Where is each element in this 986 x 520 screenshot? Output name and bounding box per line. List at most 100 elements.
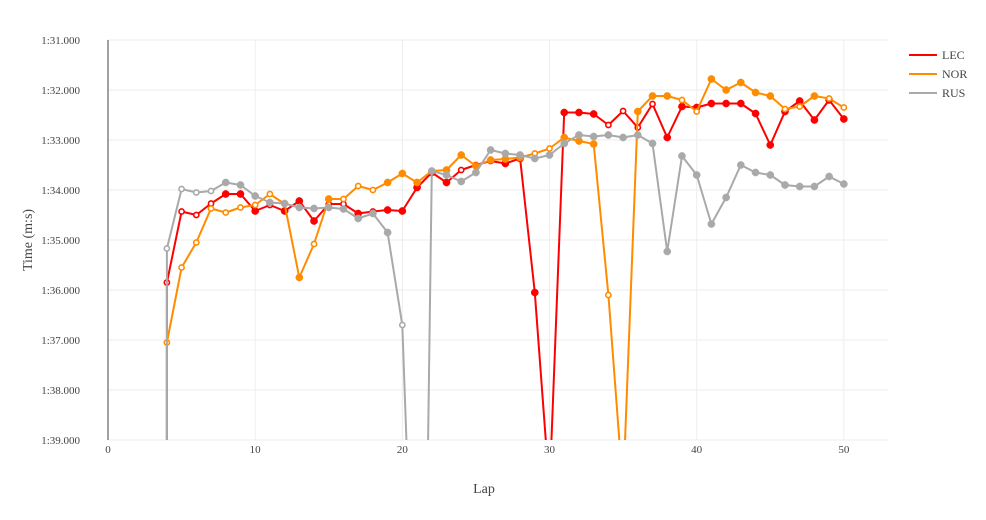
data-point[interactable]: [486, 146, 495, 154]
data-point[interactable]: [163, 245, 171, 252]
data-point[interactable]: [796, 103, 804, 110]
data-point[interactable]: [516, 151, 524, 159]
data-point[interactable]: [178, 264, 185, 271]
data-point[interactable]: [648, 92, 657, 100]
data-point[interactable]: [825, 95, 833, 102]
data-point[interactable]: [766, 92, 775, 100]
data-point[interactable]: [530, 288, 539, 297]
data-point[interactable]: [295, 203, 304, 212]
legend-item-rus[interactable]: RUS: [909, 86, 965, 100]
data-point[interactable]: [810, 92, 819, 100]
data-point[interactable]: [266, 198, 274, 207]
data-point[interactable]: [604, 121, 612, 129]
data-point[interactable]: [575, 131, 583, 139]
data-point[interactable]: [751, 88, 760, 97]
data-point[interactable]: [604, 291, 612, 299]
data-point[interactable]: [795, 182, 804, 191]
data-point[interactable]: [736, 78, 745, 87]
data-point[interactable]: [810, 116, 819, 124]
data-point[interactable]: [383, 178, 392, 187]
data-point[interactable]: [236, 181, 245, 189]
data-point[interactable]: [707, 220, 716, 228]
data-point[interactable]: [575, 108, 583, 117]
data-point[interactable]: [207, 187, 215, 195]
data-point[interactable]: [781, 181, 789, 189]
data-point[interactable]: [398, 169, 407, 178]
data-point[interactable]: [236, 190, 245, 198]
data-point[interactable]: [546, 145, 553, 152]
data-point[interactable]: [619, 107, 627, 115]
data-point[interactable]: [839, 180, 848, 188]
data-point[interactable]: [310, 240, 318, 248]
data-point[interactable]: [648, 139, 657, 148]
data-point[interactable]: [324, 195, 333, 203]
data-point[interactable]: [398, 207, 407, 215]
data-point[interactable]: [251, 201, 259, 209]
legend-item-lec[interactable]: LEC: [909, 48, 965, 62]
data-point[interactable]: [442, 171, 451, 179]
data-point[interactable]: [369, 186, 377, 194]
data-point[interactable]: [354, 182, 362, 190]
data-point[interactable]: [751, 109, 760, 118]
data-point[interactable]: [339, 205, 348, 213]
data-point[interactable]: [722, 86, 730, 94]
data-point[interactable]: [207, 205, 215, 212]
data-point[interactable]: [457, 166, 465, 174]
data-point[interactable]: [693, 108, 701, 115]
data-point[interactable]: [663, 247, 672, 256]
data-point[interactable]: [678, 96, 686, 104]
data-point[interactable]: [354, 214, 363, 223]
data-point[interactable]: [369, 209, 377, 218]
data-point[interactable]: [604, 131, 613, 139]
data-point[interactable]: [178, 185, 185, 193]
data-point[interactable]: [501, 149, 510, 158]
data-point[interactable]: [295, 197, 304, 205]
data-point[interactable]: [324, 203, 333, 212]
data-point[interactable]: [839, 115, 848, 123]
data-point[interactable]: [427, 167, 436, 175]
data-point[interactable]: [663, 92, 672, 100]
data-point[interactable]: [340, 195, 347, 203]
data-point[interactable]: [736, 161, 745, 169]
data-point[interactable]: [192, 211, 200, 219]
data-point[interactable]: [251, 207, 260, 215]
data-point[interactable]: [751, 168, 760, 177]
data-point[interactable]: [619, 133, 627, 142]
data-point[interactable]: [649, 100, 656, 108]
data-point[interactable]: [221, 190, 230, 198]
data-point[interactable]: [633, 107, 642, 116]
data-point[interactable]: [589, 132, 598, 141]
data-point[interactable]: [266, 190, 274, 198]
data-point[interactable]: [221, 178, 230, 187]
data-point[interactable]: [237, 204, 244, 211]
data-point[interactable]: [280, 199, 289, 208]
data-point[interactable]: [545, 151, 554, 159]
data-point[interactable]: [486, 156, 495, 164]
data-point[interactable]: [192, 239, 200, 246]
data-point[interactable]: [678, 152, 686, 160]
data-point[interactable]: [222, 209, 230, 216]
data-point[interactable]: [707, 99, 716, 108]
data-point[interactable]: [560, 108, 569, 117]
data-point[interactable]: [472, 168, 480, 177]
data-point[interactable]: [295, 273, 304, 282]
data-point[interactable]: [310, 217, 318, 225]
data-point[interactable]: [413, 178, 421, 187]
data-point[interactable]: [633, 131, 642, 139]
data-point[interactable]: [810, 182, 819, 191]
data-point[interactable]: [722, 99, 730, 108]
data-point[interactable]: [840, 104, 848, 111]
data-point[interactable]: [722, 193, 730, 202]
data-point[interactable]: [736, 99, 745, 108]
data-point[interactable]: [310, 204, 318, 213]
data-point[interactable]: [825, 172, 833, 181]
data-point[interactable]: [398, 321, 406, 329]
data-point[interactable]: [383, 228, 392, 237]
legend-item-nor[interactable]: NOR: [909, 67, 967, 81]
data-point[interactable]: [766, 141, 775, 149]
data-point[interactable]: [589, 140, 598, 148]
data-point[interactable]: [663, 133, 672, 142]
data-point[interactable]: [442, 178, 451, 187]
data-point[interactable]: [457, 151, 466, 159]
data-point[interactable]: [766, 171, 775, 179]
